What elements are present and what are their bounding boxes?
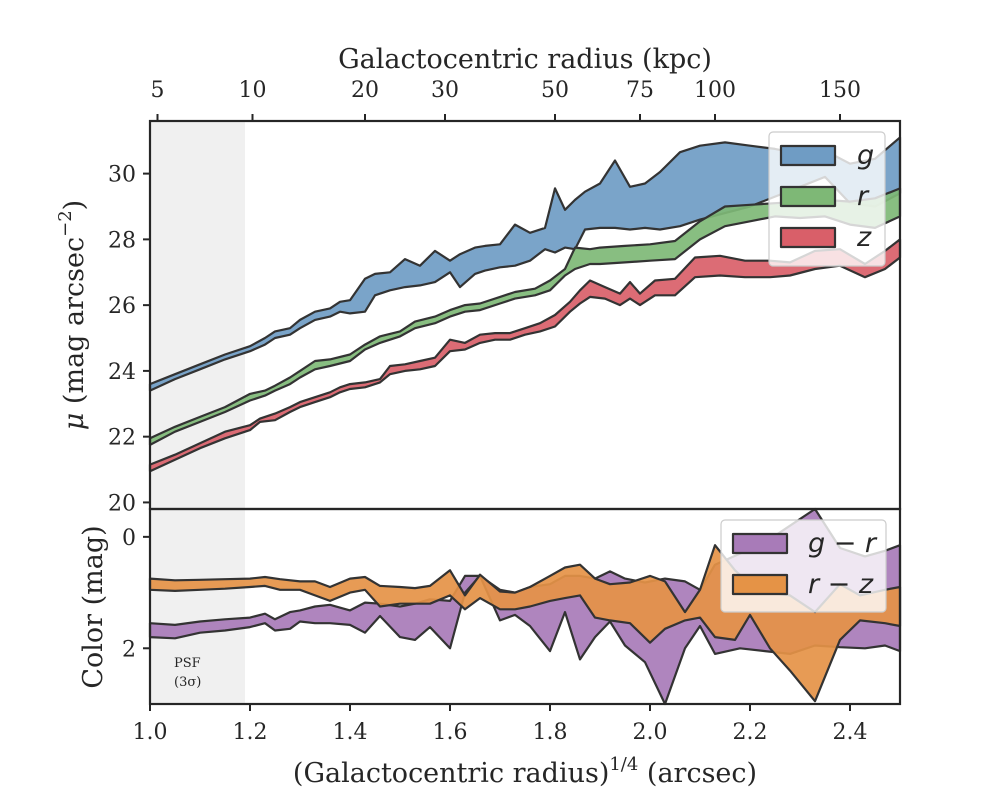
legend-label-surface_brightness-2: z bbox=[856, 222, 872, 253]
y-tick-label-surface_brightness-0: 20 bbox=[108, 491, 136, 516]
upper-y-axis-title-symbol: μ bbox=[59, 413, 90, 431]
top-tick-label-2: 20 bbox=[351, 78, 379, 103]
legend-color: g − r r − z bbox=[720, 519, 887, 613]
band-surface_brightness-2 bbox=[148, 238, 902, 473]
legend-surface_brightness: grz bbox=[768, 131, 886, 267]
legend-label-color-0: g − r bbox=[808, 528, 878, 559]
axes-layer: 1.0 1.2 1.4 1.6 1.8 2.0 2.2 2.4 5 10 20 30 50 75 100 15… bbox=[133, 78, 902, 745]
y-tick-label-surface_brightness-1: 22 bbox=[108, 426, 136, 451]
bottom-axis-title-unit: (arcsec) bbox=[647, 758, 757, 789]
top-tick-label-7: 150 bbox=[819, 78, 861, 103]
legend-label-surface_brightness-0: g bbox=[857, 140, 874, 171]
y-tick-label-color-1: 2 bbox=[122, 637, 136, 662]
legend-swatch-surface_brightness-2 bbox=[779, 226, 837, 249]
legend-swatch-color-0 bbox=[731, 532, 789, 555]
bottom-axis-title-exponent: 1/4 bbox=[609, 754, 638, 775]
top-tick-label-1: 10 bbox=[239, 78, 267, 103]
y-tick-label-color-0: 0 bbox=[122, 526, 136, 551]
bottom-axis-title-space bbox=[638, 758, 647, 789]
upper-y-axis-title-space bbox=[59, 404, 90, 413]
top-tick-label-6: 100 bbox=[694, 78, 736, 103]
upper-y-axis-title-text: (mag arcsec bbox=[59, 237, 90, 404]
y-tick-label-surface_brightness-2: 24 bbox=[108, 360, 136, 385]
legend-swatch-surface_brightness-0 bbox=[779, 144, 837, 167]
x-tick-label-4: 1.8 bbox=[533, 720, 568, 745]
x-tick-label-3: 1.6 bbox=[433, 720, 468, 745]
psf-sigma-label: (3σ) bbox=[174, 675, 201, 690]
y-tick-label-surface_brightness-5: 30 bbox=[108, 163, 136, 188]
lower-y-axis-title: Color (mag) bbox=[78, 525, 109, 688]
bottom-axis-title-main: (Galactocentric radius) bbox=[293, 758, 609, 789]
upper-y-axis-title-exponent: −2 bbox=[55, 210, 76, 237]
y-tick-label-surface_brightness-3: 26 bbox=[108, 294, 136, 319]
legend-label-color-1: r − z bbox=[808, 569, 874, 600]
y-tick-label-surface_brightness-4: 28 bbox=[108, 228, 136, 253]
x-tick-label-2: 1.4 bbox=[333, 720, 368, 745]
top-tick-label-5: 75 bbox=[626, 78, 654, 103]
psf-region-color bbox=[150, 509, 245, 704]
top-tick-label-3: 30 bbox=[431, 78, 459, 103]
x-tick-label-6: 2.2 bbox=[733, 720, 768, 745]
color-panel: 0 2 g − r r − z bbox=[122, 507, 902, 706]
x-tick-label-7: 2.4 bbox=[833, 720, 868, 745]
lower-panel-frame bbox=[148, 507, 902, 706]
psf-region-surface_brightness bbox=[150, 121, 245, 509]
top-axis-title: Galactocentric radius (kpc) bbox=[338, 44, 712, 75]
bottom-axis-title: (Galactocentric radius)1/4 (arcsec) bbox=[293, 754, 757, 789]
legend-label-surface_brightness-1: r bbox=[857, 181, 870, 212]
top-tick-label-4: 50 bbox=[541, 78, 569, 103]
upper-y-axis-title: μ (mag arcsec−2) bbox=[55, 200, 90, 430]
psf-label: PSF bbox=[174, 656, 201, 671]
legend-swatch-surface_brightness-1 bbox=[779, 185, 837, 208]
x-tick-label-5: 2.0 bbox=[633, 720, 668, 745]
legend-swatch-color-1 bbox=[731, 573, 789, 596]
upper-y-axis-title-close: ) bbox=[59, 200, 90, 211]
top-tick-label-0: 5 bbox=[151, 78, 165, 103]
x-tick-label-1: 1.2 bbox=[233, 720, 268, 745]
x-tick-label-0: 1.0 bbox=[133, 720, 168, 745]
surface-brightness-panel: 20 22 24 26 28 30 grz bbox=[108, 121, 902, 516]
